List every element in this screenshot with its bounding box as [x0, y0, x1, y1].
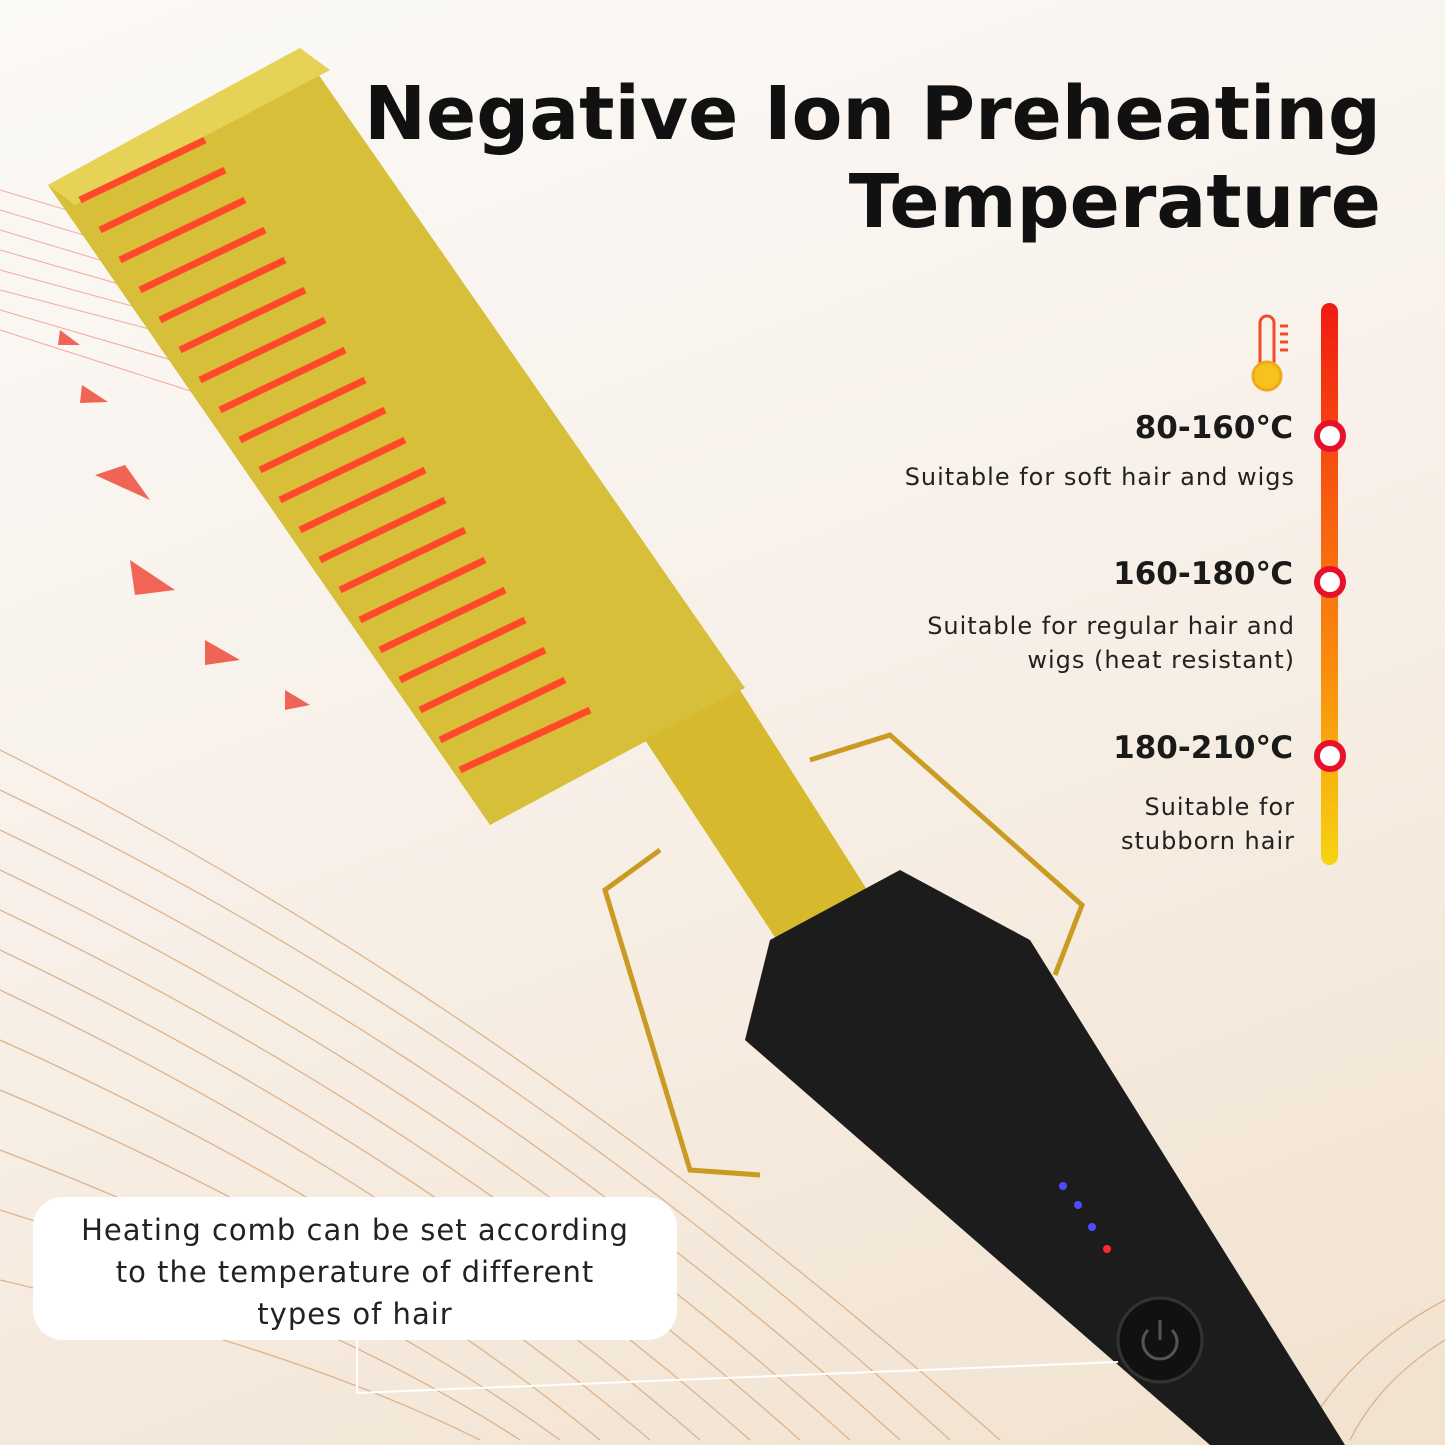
level-marker [1314, 740, 1346, 772]
title-line-2: Temperature [848, 159, 1381, 245]
callout-line-3: types of hair [257, 1297, 453, 1331]
level-marker [1314, 420, 1346, 452]
level-marker [1314, 566, 1346, 598]
temp-desc-3: Suitable for stubborn hair [1121, 790, 1295, 858]
heat-arrows [58, 330, 310, 710]
thermometer-icon [1251, 314, 1288, 392]
temp-desc-2-line-1: Suitable for regular hair and [927, 612, 1295, 640]
callout-line-1: Heating comb can be set according [81, 1213, 629, 1247]
temp-range-2: 160-180℃ [1113, 556, 1293, 592]
temp-desc-1: Suitable for soft hair and wigs [904, 463, 1295, 491]
page-title: Negative Ion Preheating Temperature [364, 70, 1381, 246]
wire-stand [602, 732, 1085, 1178]
temp-desc-3-line-1: Suitable for [1144, 793, 1295, 821]
title-line-1: Negative Ion Preheating [364, 71, 1381, 157]
callout-box: Heating comb can be set according to the… [33, 1197, 677, 1340]
handle [745, 870, 1345, 1445]
comb-neck [645, 690, 880, 960]
comb-head [48, 48, 745, 825]
indicator-leds [1059, 1182, 1111, 1253]
power-button [1116, 1296, 1204, 1384]
temp-range-1: 80-160℃ [1134, 410, 1293, 446]
comb-teeth [78, 136, 592, 774]
temp-desc-2: Suitable for regular hair and wigs (heat… [927, 609, 1295, 677]
callout-leader-line [356, 1340, 1119, 1395]
temp-range-3: 180-210℃ [1113, 730, 1293, 766]
temp-desc-3-line-2: stubborn hair [1120, 827, 1295, 855]
temp-desc-2-line-2: wigs (heat resistant) [1027, 646, 1295, 674]
callout-line-2: to the temperature of different [115, 1255, 595, 1289]
